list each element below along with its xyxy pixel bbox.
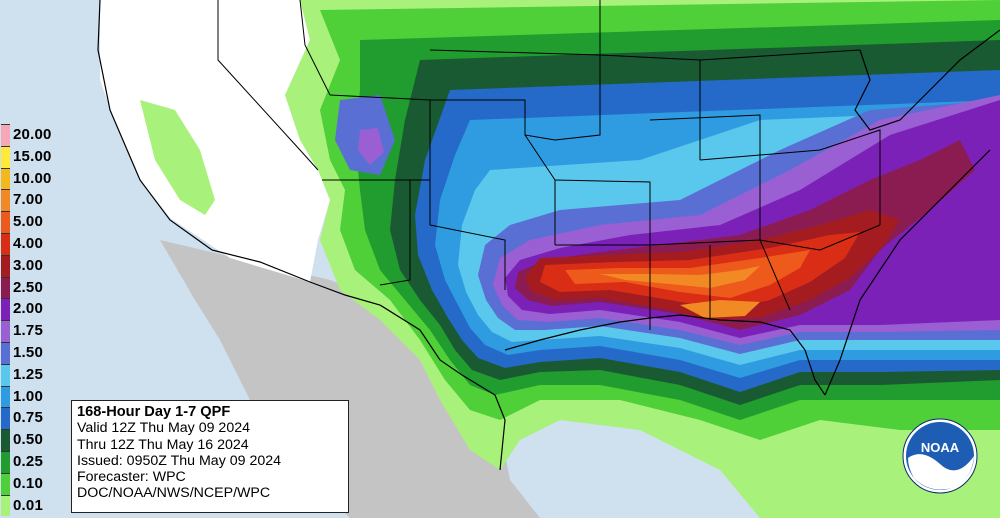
- legend-swatch: [1, 211, 10, 233]
- legend-label: 0.10: [13, 474, 43, 492]
- legend-label: 1.50: [13, 343, 43, 361]
- coastlines: [97, 0, 1000, 471]
- noaa-logo-text: NOAA: [921, 440, 960, 455]
- precip-700-gulf: [680, 300, 760, 318]
- baja-peninsula: [200, 262, 290, 408]
- noaa-logo: NOAA: [902, 418, 978, 494]
- legend-swatch: [1, 124, 10, 146]
- legend-label: 0.25: [13, 452, 43, 470]
- legend-swatch: [1, 450, 10, 473]
- info-box: 168-Hour Day 1-7 QPF Valid 12Z Thu May 0…: [71, 400, 349, 513]
- precip-001-west: [140, 100, 215, 215]
- precip-500: [565, 250, 810, 298]
- forecaster: Forecaster: WPC: [77, 469, 186, 486]
- legend-item: 5.00: [0, 211, 72, 233]
- legend-label: 1.25: [13, 365, 43, 383]
- noaa-bird-icon: [908, 454, 974, 490]
- legend-item: 2.50: [0, 276, 72, 299]
- legend-label: 0.75: [13, 409, 43, 427]
- legend-swatch: [1, 232, 10, 255]
- legend-label: 15.00: [13, 147, 52, 165]
- legend-item: 3.00: [0, 254, 72, 277]
- legend-item: 1.00: [0, 385, 72, 408]
- legend-swatch: [1, 167, 10, 190]
- legend-label: 10.00: [13, 169, 52, 187]
- legend-item: 15.00: [0, 145, 72, 168]
- state-borders: [217, 0, 881, 330]
- legend-swatch: [1, 145, 10, 168]
- legend-swatch: [1, 320, 10, 342]
- legend-swatch: [1, 472, 10, 495]
- valid-time: Valid 12Z Thu May 09 2024: [77, 420, 250, 437]
- legend-swatch: [1, 363, 10, 386]
- legend-swatch: [1, 385, 10, 408]
- mexico-land: [160, 240, 540, 518]
- precip-rockies-core: [358, 128, 384, 165]
- legend-swatch: [1, 429, 10, 451]
- legend-item: 0.25: [0, 450, 72, 473]
- legend-swatch: [1, 407, 10, 430]
- legend-item: 4.00: [0, 232, 72, 255]
- legend-item: 20.00: [0, 124, 72, 146]
- legend-item: 2.00: [0, 298, 72, 321]
- legend-item: 1.25: [0, 363, 72, 386]
- precip-700: [600, 266, 760, 288]
- legend-swatch: [1, 341, 10, 364]
- legend-label: 5.00: [13, 213, 43, 231]
- legend-item: 1.75: [0, 320, 72, 342]
- legend-label: 2.00: [13, 300, 43, 318]
- legend-label: 4.00: [13, 234, 43, 252]
- legend-label: 20.00: [13, 126, 52, 143]
- legend-label: 1.75: [13, 322, 43, 340]
- legend-swatch: [1, 276, 10, 299]
- thru-time: Thru 12Z Thu May 16 2024: [77, 436, 249, 453]
- legend-swatch: [1, 254, 10, 277]
- legend-label: 7.00: [13, 191, 43, 209]
- legend-swatch: [1, 189, 10, 212]
- legend-swatch: [1, 298, 10, 321]
- legend-item: 0.10: [0, 472, 72, 495]
- precip-legend: 20.00 15.00 10.00 7.00 5.00 4.00 3.00 2.50 2.00 1…: [0, 124, 72, 517]
- legend-item: 0.50: [0, 429, 72, 451]
- legend-item: 7.00: [0, 189, 72, 212]
- source-agency: DOC/NOAA/NWS/NCEP/WPC: [77, 485, 271, 502]
- legend-label: 0.50: [13, 431, 43, 449]
- western-us-dry: [100, 0, 330, 282]
- legend-label: 2.50: [13, 278, 43, 296]
- legend-label: 3.00: [13, 256, 43, 274]
- legend-item: 10.00: [0, 167, 72, 190]
- legend-item: 0.75: [0, 407, 72, 430]
- legend-label: 1.00: [13, 387, 43, 405]
- legend-swatch: [1, 494, 10, 517]
- issued-time: Issued: 0950Z Thu May 09 2024: [77, 452, 282, 469]
- legend-item: 0.01: [0, 494, 72, 517]
- map-title: 168-Hour Day 1-7 QPF: [77, 404, 231, 420]
- legend-item: 1.50: [0, 341, 72, 364]
- legend-label: 0.01: [13, 496, 43, 514]
